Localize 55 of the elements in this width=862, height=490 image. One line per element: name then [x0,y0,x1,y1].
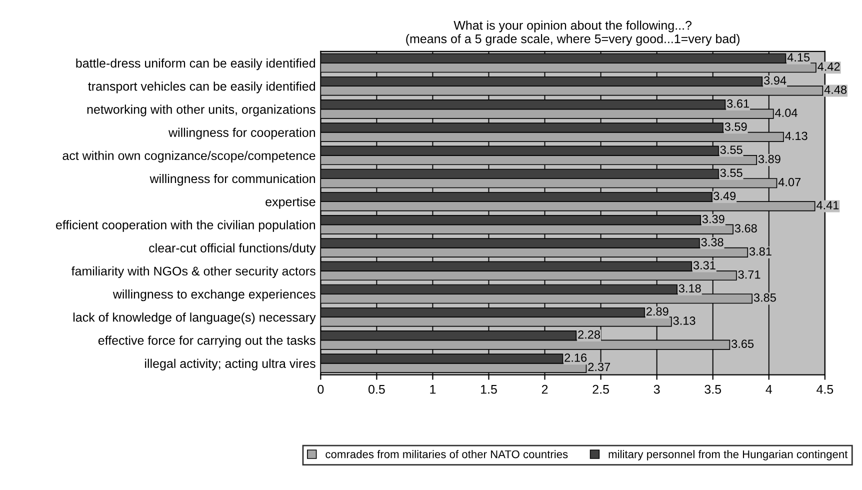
y-tick-label: effective force for carrying out the tasks [98,336,316,348]
legend-label: comrades from militaries of other NATO countries [326,450,568,458]
x-tick-label: 3 [654,384,660,394]
data-label: 3.89 [758,154,780,164]
data-label: 4.15 [787,53,810,62]
y-tick-label: familiarity with NGOs & other security actors [71,266,316,278]
data-label: 2.89 [646,307,668,316]
data-label: 4.07 [778,178,801,186]
chart-title: What is your opinion about the following...? (means of a 5 grade scale, where 5=very good...1=very bad) [406,20,740,46]
data-label: 3.38 [701,238,724,246]
data-label: 3.65 [732,340,754,348]
x-tick-label: 2.5 [592,384,609,394]
data-label: 3.85 [754,293,776,302]
y-tick-label: willingness to exchange experiences [112,289,316,302]
x-tick-label: 4 [766,385,772,394]
data-label: 2.37 [588,362,610,372]
y-tick-label: illegal activity; acting ultra vires [145,358,316,370]
y-tick-label: transport vehicles can be easily identified [88,82,316,94]
y-tick-label: efficient cooperation with the civilian population [56,220,316,232]
legend-label: military personnel from the Hungarian contingent [608,450,848,460]
data-label: 3.49 [714,192,736,200]
y-tick-label: expertise [266,197,316,209]
data-label: 3.68 [734,224,757,232]
data-label: 3.31 [693,261,716,270]
data-label: 3.39 [702,214,724,224]
x-tick-label: 0.5 [368,384,385,394]
x-tick-label: 1 [430,385,436,394]
data-label: 3.59 [724,122,747,131]
y-tick-label: lack of knowledge of language(s) necessary [73,312,316,324]
y-tick-label: willingness for communication [150,174,315,186]
data-label: 4.13 [785,132,808,140]
y-tick-label: clear-cut official functions/duty [149,243,316,255]
data-label: 3.55 [720,168,742,178]
y-tick-label: battle-dress uniform can be easily identified [76,58,316,70]
data-label: 4.41 [816,201,839,210]
data-label: 3.81 [749,247,772,256]
x-tick-label: 0 [318,384,324,394]
x-tick-label: 1.5 [481,385,497,394]
data-label: 2.28 [578,330,600,339]
data-label: 3.61 [727,99,749,108]
x-tick-label: 2 [542,384,548,394]
data-label: 3.13 [673,316,696,325]
y-tick-label: networking with other units, organizations [87,104,316,116]
x-tick-label: 4.5 [816,385,834,394]
data-label: 3.71 [738,270,760,279]
y-tick-label: willingness for cooperation [168,128,315,140]
data-label: 4.48 [824,86,847,94]
y-tick-label: act within own cognizance/scope/competence [62,150,316,163]
data-label: 3.18 [678,284,701,293]
data-label: 3.94 [764,76,786,85]
data-label: 4.42 [818,62,840,71]
data-label: 4.04 [775,108,798,117]
x-tick-label: 3.5 [704,384,722,394]
data-label: 3.55 [720,146,742,154]
data-label: 2.16 [564,353,587,362]
